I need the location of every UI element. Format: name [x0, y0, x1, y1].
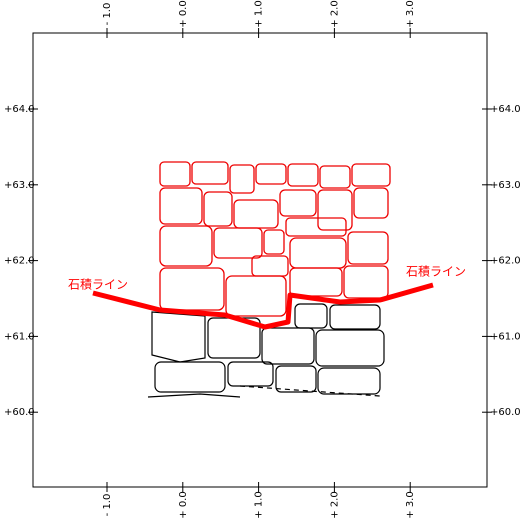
annotation: 石積ライン: [406, 264, 466, 279]
x-label: + 0.0: [178, 491, 189, 518]
y-label: +64.0: [490, 104, 521, 115]
stone: [226, 276, 286, 316]
y-label: +61.0: [490, 331, 521, 342]
y-label: +60.0: [490, 407, 521, 418]
stone: [354, 188, 388, 218]
stone: [228, 362, 273, 386]
x-label: + 0.0: [178, 0, 189, 27]
stone: [290, 238, 346, 268]
x-label: + 1.0: [254, 491, 265, 518]
stone: [214, 228, 262, 258]
stone: [230, 165, 254, 193]
lower-stones: [148, 304, 384, 397]
frame: [33, 33, 487, 487]
base-line: [148, 394, 240, 397]
page: {"x_labels": ["- 1.0", "+ 0.0", "+ 1.0",…: [0, 0, 524, 522]
ticks: - 1.0 - 1.0 + 0.0 + 0.0 + 1.0 + 1.0 + 2.0 + 2.0…: [4, 0, 521, 518]
stone: [256, 164, 286, 184]
y-label: +64.0: [4, 104, 35, 115]
stone: [262, 328, 314, 364]
stone: [234, 200, 278, 228]
stone: [316, 330, 384, 366]
stone: [280, 190, 316, 216]
stone: [352, 164, 390, 186]
stone: [204, 192, 232, 226]
x-label: + 2.0: [329, 491, 340, 518]
stone: [286, 218, 346, 236]
y-label: +62.0: [4, 256, 35, 267]
stone: [330, 305, 380, 329]
stone: [155, 362, 225, 392]
y-label: +60.0: [4, 407, 35, 418]
stone: [318, 190, 352, 230]
x-label: + 3.0: [405, 0, 416, 27]
x-label: - 1.0: [102, 494, 113, 517]
stone: [264, 230, 284, 254]
y-label: +61.0: [4, 331, 35, 342]
x-label: - 1.0: [102, 3, 113, 26]
stone: [344, 266, 388, 298]
stone: [290, 268, 342, 296]
stone: [160, 188, 202, 224]
stone: [192, 162, 228, 184]
stone: [288, 164, 318, 186]
annotation: 石積ライン: [68, 277, 128, 292]
base-line: [240, 386, 380, 396]
stone: [276, 366, 316, 392]
drawing: 石積ライン 石積ライン - 1.0 - 1.0 + 0.0 + 0.0 + 1.0 + 1…: [0, 0, 524, 522]
x-label: + 2.0: [329, 0, 340, 27]
stone: [160, 226, 212, 266]
y-label: +63.0: [4, 180, 35, 191]
stone: [318, 368, 380, 394]
stone: [295, 304, 327, 328]
upper-stones: [160, 162, 390, 316]
stone: [152, 312, 205, 362]
y-label: +63.0: [490, 180, 521, 191]
stone: [252, 256, 288, 276]
x-label: + 1.0: [254, 0, 265, 27]
stone: [160, 268, 224, 310]
y-label: +62.0: [490, 256, 521, 267]
stone: [348, 232, 388, 264]
stone-line: [93, 285, 433, 327]
stone: [320, 166, 350, 188]
stone: [160, 162, 190, 186]
x-label: + 3.0: [405, 491, 416, 518]
